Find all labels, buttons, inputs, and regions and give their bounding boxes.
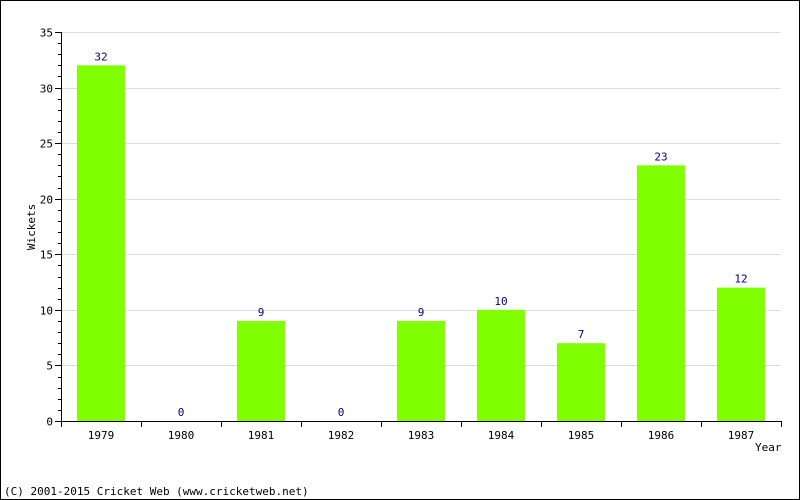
data-label: 10 xyxy=(494,295,507,308)
x-tick-label: 1985 xyxy=(568,429,595,442)
x-tick-label: 1979 xyxy=(88,429,115,442)
x-tick-label: 1984 xyxy=(488,429,515,442)
y-axis-title: Wickets xyxy=(25,204,38,250)
x-axis-ticks: 1979 1980 1981 1982 1983 1984 1985 1986 1987 xyxy=(61,421,782,442)
y-tick-label: 5 xyxy=(46,360,53,373)
x-tick-label: 1981 xyxy=(248,429,275,442)
y-tick-label: 10 xyxy=(40,305,53,318)
bar xyxy=(477,309,525,421)
x-tick-label: 1982 xyxy=(328,429,355,442)
bar xyxy=(557,343,605,421)
y-tick-label: 15 xyxy=(40,249,53,262)
data-label: 0 xyxy=(338,406,345,419)
data-label: 32 xyxy=(94,50,107,63)
data-label: 7 xyxy=(578,328,585,341)
bar xyxy=(77,65,125,421)
data-label: 23 xyxy=(654,150,667,163)
data-label: 0 xyxy=(178,406,185,419)
y-tick-label: 30 xyxy=(40,83,53,96)
data-label: 9 xyxy=(418,306,425,319)
y-axis-ticks: 0 5 10 15 20 25 30 35 xyxy=(40,27,61,429)
x-axis-title: Year xyxy=(755,441,782,454)
axes xyxy=(61,32,781,422)
y-tick-label: 35 xyxy=(40,27,53,40)
bar xyxy=(637,165,685,421)
data-label: 12 xyxy=(734,273,747,286)
bars xyxy=(77,65,765,421)
bar xyxy=(237,320,285,421)
grid-lines xyxy=(61,32,781,366)
x-tick-label: 1980 xyxy=(168,429,195,442)
data-labels: 32 0 9 0 9 10 7 23 12 xyxy=(94,50,747,419)
bar xyxy=(717,287,765,421)
x-tick-label: 1983 xyxy=(408,429,435,442)
x-tick-label: 1986 xyxy=(648,429,675,442)
y-tick-label: 20 xyxy=(40,194,53,207)
y-tick-label: 0 xyxy=(46,416,53,429)
y-tick-label: 25 xyxy=(40,138,53,151)
copyright-footer: (C) 2001-2015 Cricket Web (www.cricketwe… xyxy=(4,485,309,498)
bar xyxy=(397,320,445,421)
x-tick-label: 1987 xyxy=(728,429,755,442)
data-label: 9 xyxy=(258,306,265,319)
